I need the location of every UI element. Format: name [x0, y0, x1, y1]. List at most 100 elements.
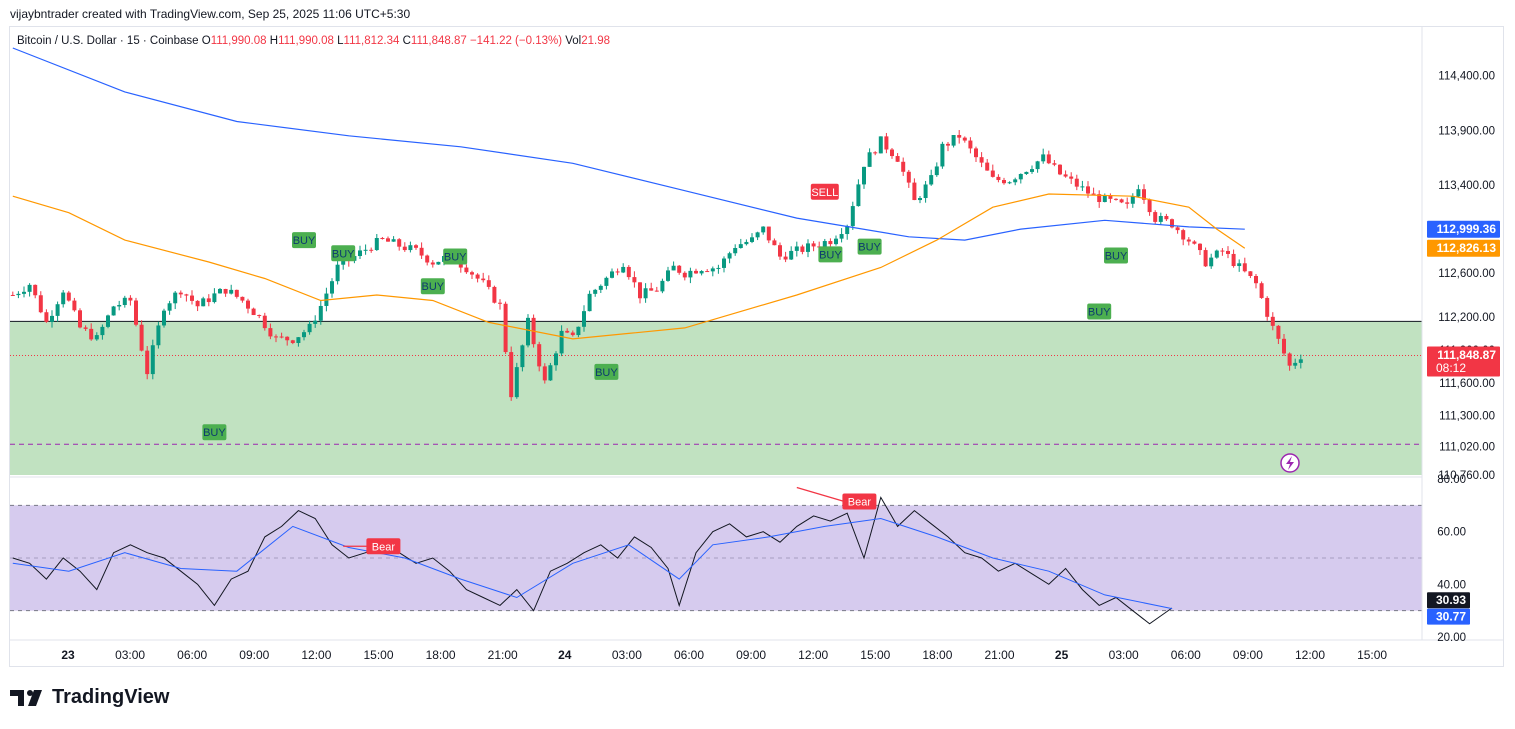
candle-body	[1024, 171, 1029, 174]
candle-body	[212, 293, 217, 303]
candle-body	[1287, 353, 1292, 366]
time-tick-label: 12:00	[301, 648, 331, 662]
candle-body	[716, 267, 721, 269]
candle-body	[184, 294, 189, 296]
candle-body	[862, 166, 866, 185]
candle-body	[705, 271, 710, 273]
candle-body	[1046, 154, 1051, 164]
volume-label: Vol	[565, 35, 582, 47]
time-tick-label: 15:00	[363, 648, 393, 662]
rsi-tick-label: 40.00	[1437, 579, 1466, 591]
candle-body	[279, 336, 284, 338]
candle-body	[727, 253, 732, 259]
candle-body	[654, 290, 659, 292]
open-label: O	[201, 35, 211, 47]
candle-body	[811, 243, 816, 247]
rsi-axis-label: 30.93	[1436, 593, 1466, 607]
candle-body	[391, 239, 396, 242]
price-tick-label: 113,400.00	[1438, 180, 1495, 192]
candle-body	[1058, 164, 1062, 175]
candle-body	[1175, 227, 1180, 231]
candle-body	[1097, 194, 1102, 203]
candle-body	[38, 295, 43, 313]
time-tick-label: 23	[61, 648, 75, 662]
candle-body	[1254, 275, 1258, 284]
candle-body	[559, 330, 564, 354]
candle-body	[1086, 186, 1090, 194]
candle-body	[604, 277, 609, 286]
high-value: 111,990.08	[278, 35, 334, 47]
price-grid	[10, 27, 1504, 641]
candle-body	[677, 265, 682, 273]
close-label: C	[402, 35, 411, 47]
candle-body	[722, 258, 726, 268]
buy-signal-badge	[818, 246, 843, 263]
time-tick-label: 06:00	[177, 648, 207, 662]
candle-body	[884, 136, 889, 150]
candle-body	[240, 296, 245, 301]
close-value: 111,848.87	[410, 35, 467, 47]
time-tick-label: 09:00	[1233, 648, 1263, 662]
price-axis-label-bg	[1427, 346, 1500, 377]
price-axis-label: 112,826.13	[1437, 241, 1497, 255]
candle-body	[822, 241, 827, 248]
rsi-axis-label-bg	[1427, 592, 1470, 609]
candle-body	[1209, 257, 1214, 267]
candle-body	[632, 277, 637, 283]
buy-signal-badge	[857, 238, 882, 255]
candle-body	[94, 335, 99, 340]
candle-body	[1298, 359, 1303, 363]
candle-body	[873, 152, 878, 154]
candle-body	[33, 284, 38, 296]
candle-body	[1114, 198, 1118, 200]
candle-body	[290, 340, 295, 344]
rsi-tick-label: 20.00	[1437, 632, 1466, 644]
candle-body	[1259, 283, 1264, 298]
chart-frame	[9, 26, 1504, 667]
candle-body	[470, 272, 474, 275]
bar-countdown-label: 08:12	[1436, 361, 1466, 375]
candle-body	[934, 166, 939, 176]
candle-body	[755, 232, 760, 238]
candle-body	[134, 300, 138, 325]
symbol-name[interactable]: Bitcoin / U.S. Dollar · 15 · Coinbase	[17, 35, 199, 47]
candle-body	[985, 162, 990, 171]
price-tick-label: 110,760.00	[1438, 470, 1495, 482]
candle-body	[761, 226, 766, 233]
candle-body	[951, 135, 956, 146]
candle-body	[509, 352, 514, 398]
buy-signal-badge	[202, 424, 227, 441]
low-value: 111,812.34	[343, 35, 400, 47]
tradingview-logo[interactable]: TradingView	[10, 686, 169, 709]
candle-body	[526, 317, 530, 346]
buy-signal-label: BUY	[444, 252, 467, 264]
candle-body	[806, 243, 810, 252]
candle-body	[649, 288, 654, 291]
candle-body	[139, 324, 144, 351]
candle-body	[766, 226, 771, 241]
candle-body	[27, 284, 32, 292]
candle-body	[839, 234, 844, 239]
candle-body	[425, 255, 430, 263]
price-tick-label: 112,600.00	[1438, 268, 1495, 280]
candle-body	[22, 291, 26, 294]
candle-body	[610, 271, 614, 278]
candle-body	[828, 241, 833, 245]
candle-body	[1248, 271, 1253, 276]
price-tick-label: 113,900.00	[1438, 125, 1495, 137]
time-tick-label: 03:00	[115, 648, 145, 662]
bear-signals: Bear Bear	[343, 486, 877, 555]
candle-body	[1192, 241, 1197, 244]
lightning-alert-icon[interactable]	[1280, 453, 1300, 473]
candle-body	[593, 289, 598, 294]
candle-body	[1170, 219, 1174, 228]
candle-body	[638, 282, 642, 299]
candle-body	[733, 247, 738, 254]
ma-long-line	[12, 47, 1245, 241]
candle-body	[1276, 325, 1281, 339]
candle-body	[621, 266, 626, 273]
candle-body	[178, 292, 183, 295]
candle-body	[397, 239, 402, 247]
candle-body	[1147, 199, 1152, 213]
